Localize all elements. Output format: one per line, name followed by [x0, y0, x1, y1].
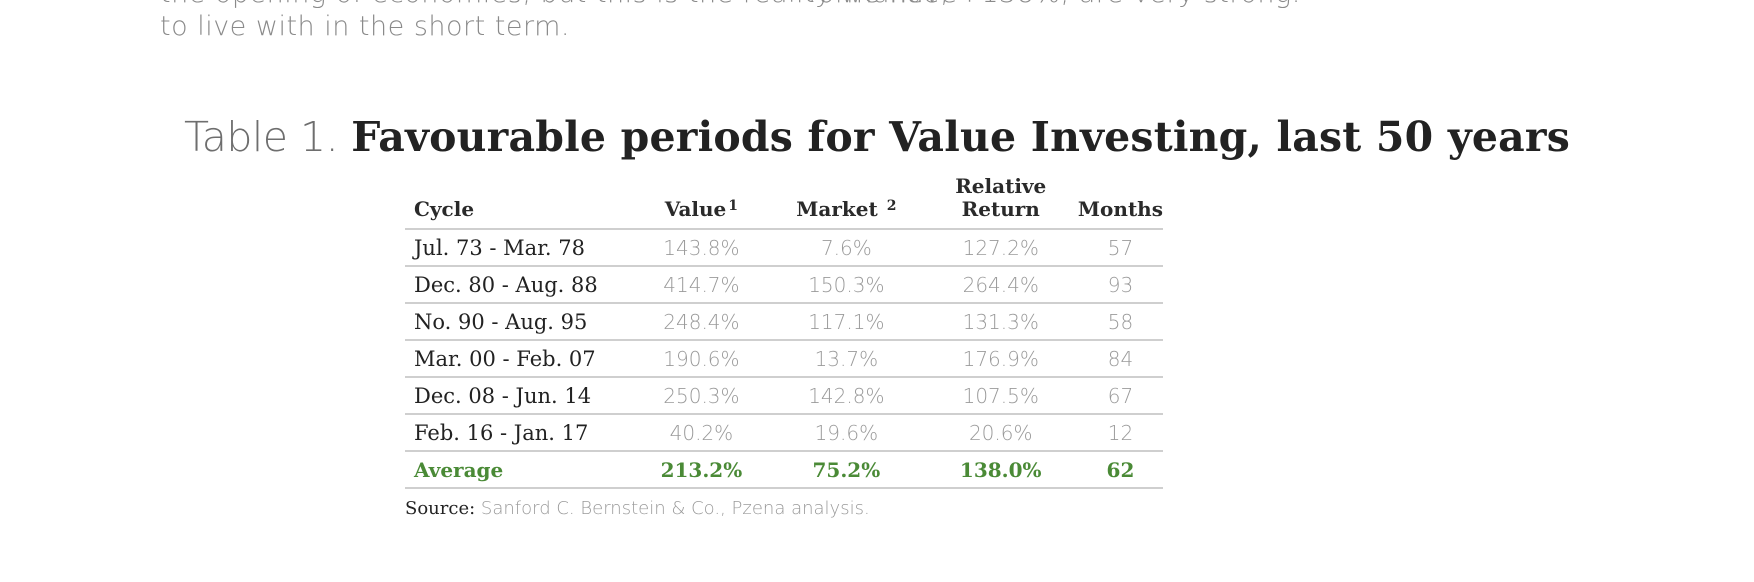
- source-text: Sanford C. Bernstein & Co., Pzena analys…: [480, 498, 870, 519]
- body-text-line: formance, +138%, are very strong.: [808, 0, 1448, 10]
- cell-cycle: No. 90 - Aug. 95: [405, 303, 634, 341]
- table-row: Mar. 00 - Feb. 07 190.6% 13.7% 176.9% 84: [405, 340, 1163, 378]
- cell-average-relative: 138.0%: [923, 451, 1078, 489]
- cell-cycle: Dec. 80 - Aug. 88: [405, 266, 634, 304]
- table-row: Feb. 16 - Jan. 17 40.2% 19.6% 20.6% 12: [405, 414, 1163, 452]
- cell-cycle: Jul. 73 - Mar. 78: [405, 229, 634, 267]
- cell-value: 414.7%: [633, 266, 770, 304]
- source-label: Source:: [405, 498, 476, 519]
- header-months: Months: [1077, 175, 1163, 230]
- cell-relative: 131.3%: [923, 303, 1078, 341]
- cell-months: 93: [1077, 266, 1163, 304]
- cell-value: 248.4%: [633, 303, 770, 341]
- table-row: No. 90 - Aug. 95 248.4% 117.1% 131.3% 58: [405, 303, 1163, 341]
- body-text-line: to live with in the short term.: [160, 11, 570, 42]
- header-relative-return: Relative Return: [923, 174, 1078, 230]
- cell-months: 67: [1077, 377, 1163, 415]
- value-periods-table: Cycle Value 1 Market 2 Relative Return Mon…: [405, 175, 1163, 489]
- table-source-note: Source: Sanford C. Bernstein & Co., Pzen…: [405, 498, 870, 519]
- cell-market: 150.3%: [769, 266, 924, 304]
- header-market: Market 2: [769, 175, 924, 230]
- cell-average-value: 213.2%: [633, 451, 770, 489]
- header-relative-line1: Relative: [955, 174, 1047, 198]
- body-text-right-column: formance, +138%, are very strong.: [808, 0, 1448, 10]
- cell-value: 143.8%: [633, 229, 770, 267]
- header-relative-line2: Return: [961, 197, 1040, 221]
- header-market-label: Market: [796, 197, 878, 221]
- cell-average-label: Average: [405, 451, 634, 489]
- cell-months: 57: [1077, 229, 1163, 267]
- table-title: Table 1. Favourable periods for Value In…: [0, 113, 1754, 161]
- cell-value: 250.3%: [633, 377, 770, 415]
- header-market-footnote: 2: [886, 198, 897, 214]
- cell-relative: 127.2%: [923, 229, 1078, 267]
- cell-average-market: 75.2%: [769, 451, 924, 489]
- header-cycle: Cycle: [405, 175, 634, 230]
- cell-cycle: Dec. 08 - Jun. 14: [405, 377, 634, 415]
- table-row: Dec. 08 - Jun. 14 250.3% 142.8% 107.5% 6…: [405, 377, 1163, 415]
- cell-relative: 107.5%: [923, 377, 1078, 415]
- cell-months: 12: [1077, 414, 1163, 452]
- table-row: Dec. 80 - Aug. 88 414.7% 150.3% 264.4% 9…: [405, 266, 1163, 304]
- cell-cycle: Mar. 00 - Feb. 07: [405, 340, 634, 378]
- cell-value: 40.2%: [633, 414, 770, 452]
- body-text-left-column: the opening of economies, but this is th…: [160, 0, 957, 43]
- table-title-main: Favourable periods for Value Investing, …: [351, 113, 1570, 161]
- cell-relative: 20.6%: [923, 414, 1078, 452]
- table-row: Jul. 73 - Mar. 78 143.8% 7.6% 127.2% 57: [405, 229, 1163, 267]
- table-average-row: Average 213.2% 75.2% 138.0% 62: [405, 451, 1163, 489]
- cell-average-months: 62: [1077, 451, 1163, 489]
- header-value: Value 1: [633, 175, 770, 230]
- table-title-prefix: Table 1.: [184, 113, 339, 161]
- cell-market: 142.8%: [769, 377, 924, 415]
- cell-months: 84: [1077, 340, 1163, 378]
- cell-relative: 176.9%: [923, 340, 1078, 378]
- cell-market: 117.1%: [769, 303, 924, 341]
- cell-market: 19.6%: [769, 414, 924, 452]
- table-header-row: Cycle Value 1 Market 2 Relative Return Mon…: [405, 174, 1163, 230]
- body-text-line: the opening of economies, but this is th…: [160, 0, 957, 10]
- cell-value: 190.6%: [633, 340, 770, 378]
- header-value-label: Value: [664, 197, 727, 221]
- cell-market: 7.6%: [769, 229, 924, 267]
- cell-months: 58: [1077, 303, 1163, 341]
- cell-cycle: Feb. 16 - Jan. 17: [405, 414, 634, 452]
- cell-relative: 264.4%: [923, 266, 1078, 304]
- header-value-footnote: 1: [728, 198, 739, 214]
- cell-market: 13.7%: [769, 340, 924, 378]
